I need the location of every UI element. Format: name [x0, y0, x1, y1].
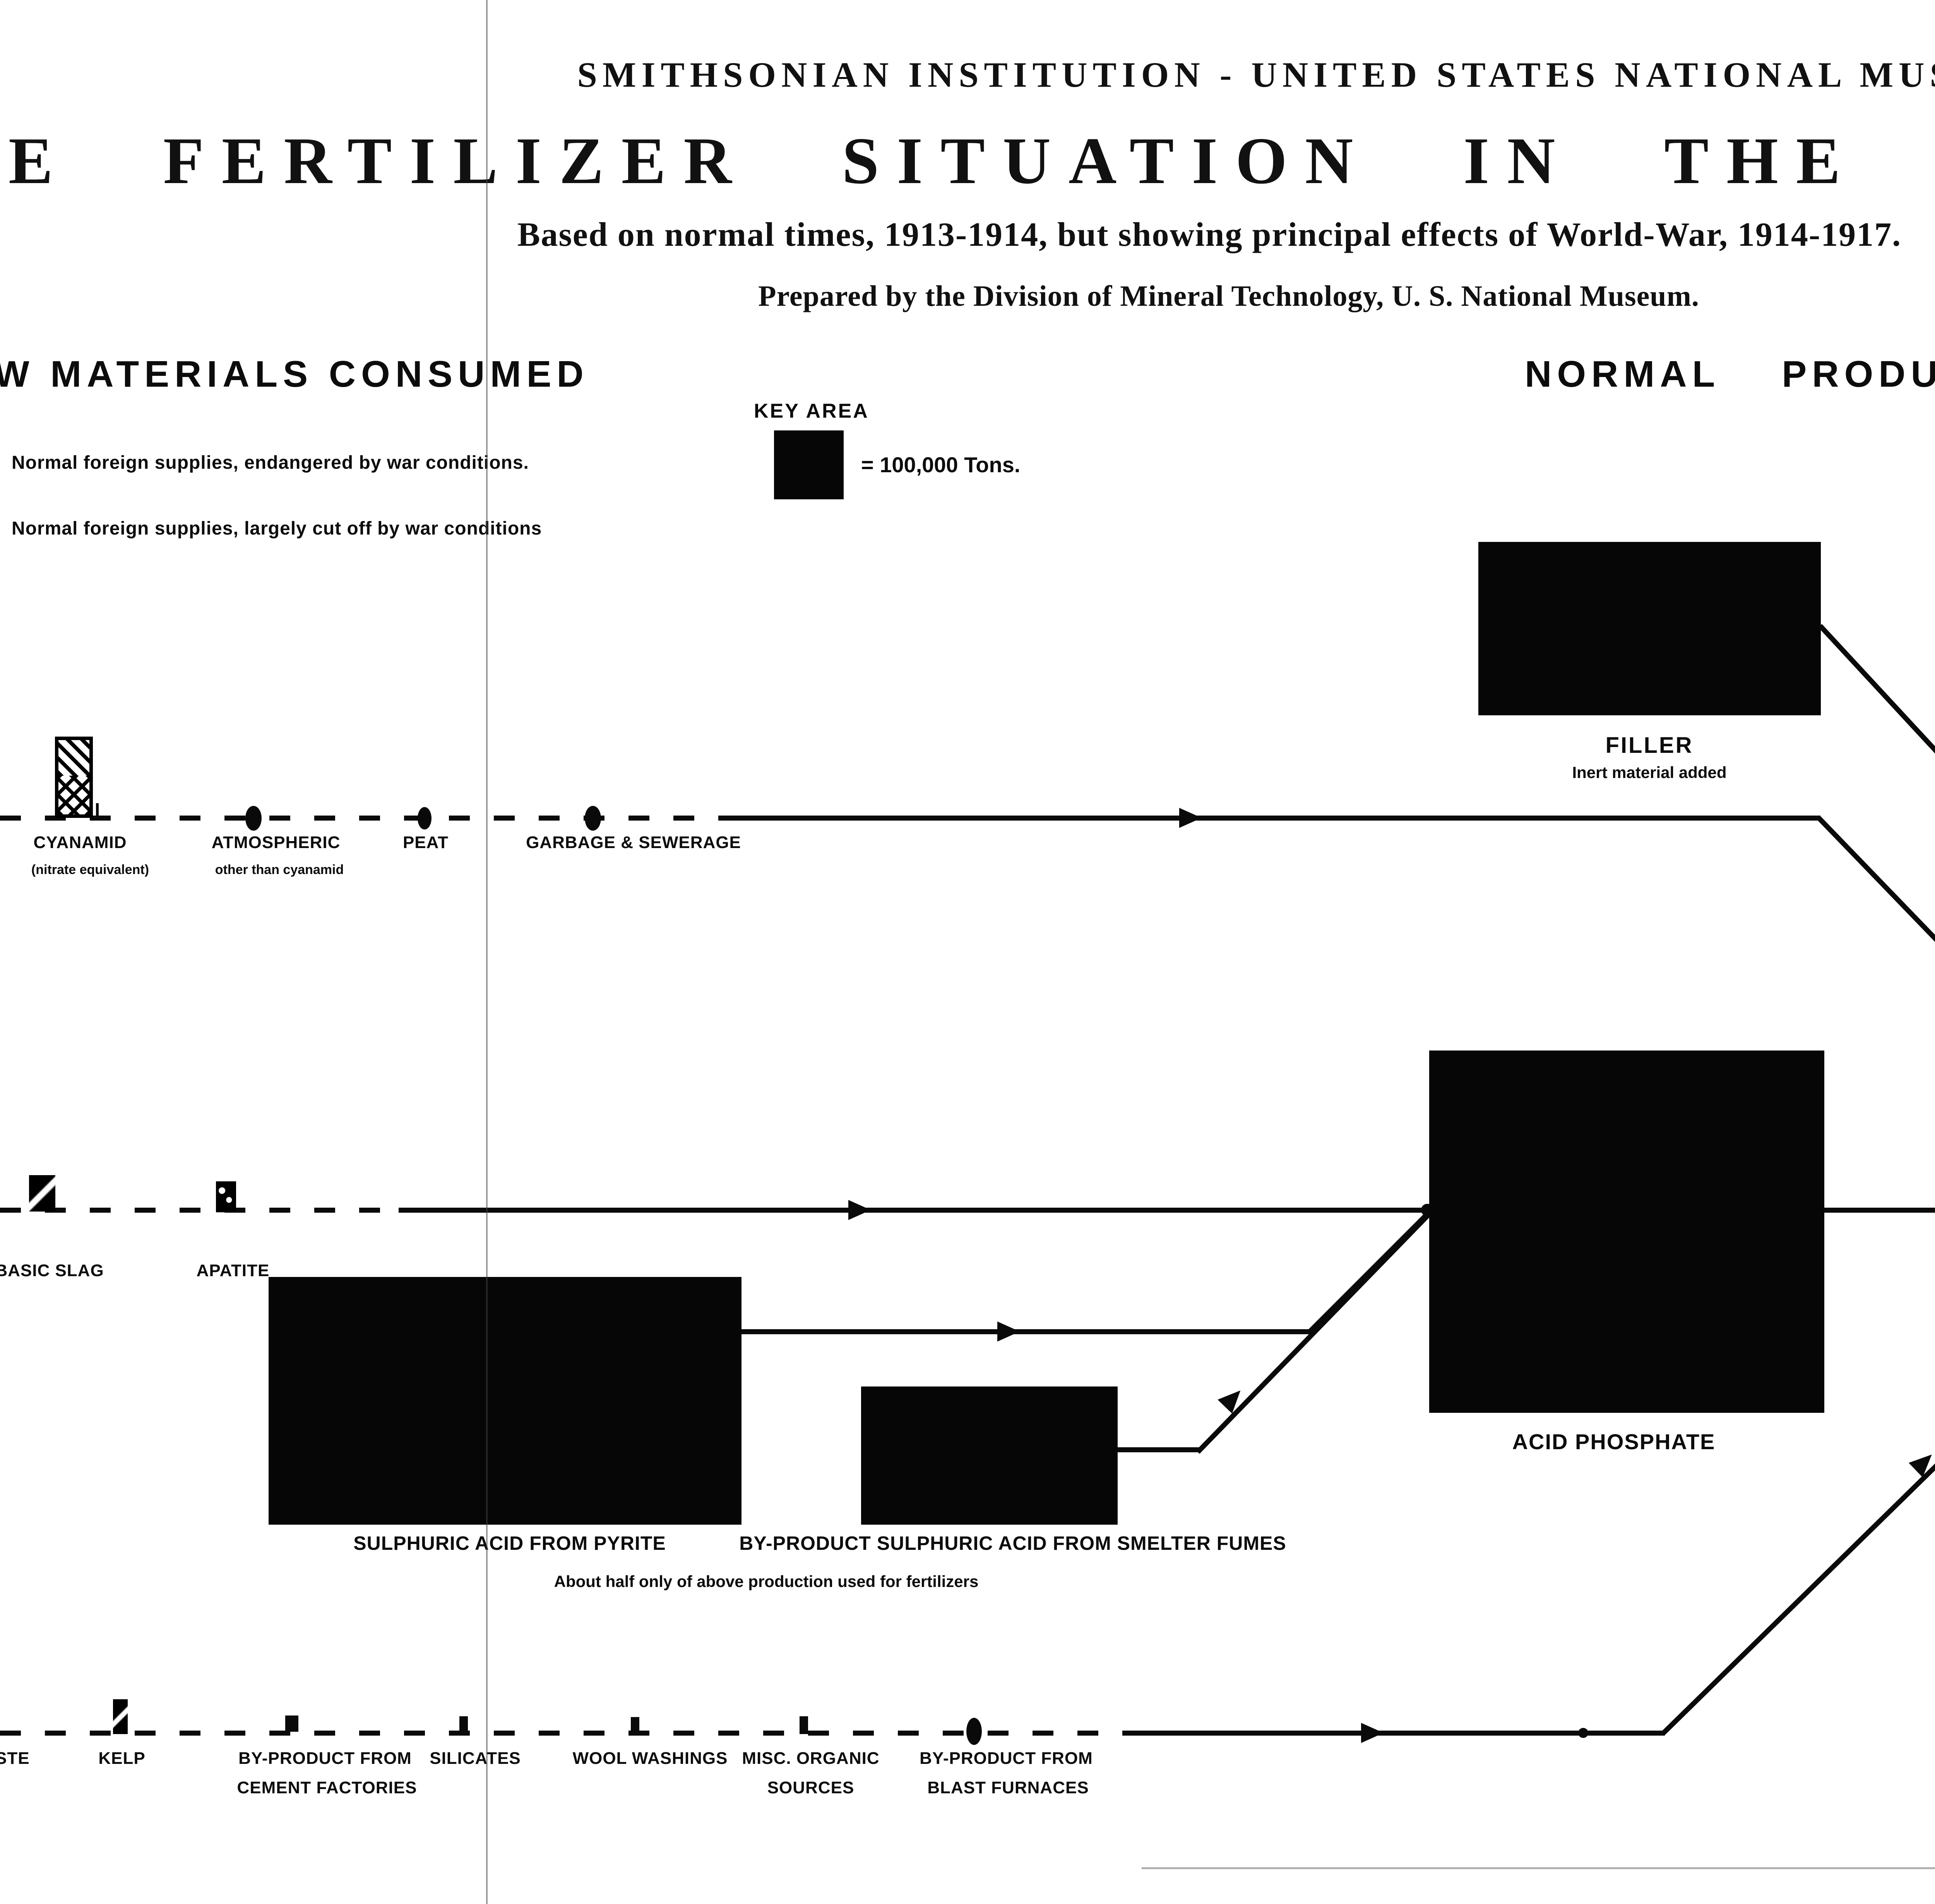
basic-slag-marker	[29, 1175, 55, 1212]
cyanamid-hatched-bar	[55, 737, 93, 818]
kelp-label: KELP	[98, 1749, 146, 1768]
potash-line-solid	[1142, 1731, 1665, 1736]
smelter-acid-label: BY-PRODUCT SULPHURIC ACID FROM SMELTER F…	[739, 1532, 1286, 1554]
heading-raw-materials: W MATERIALS CONSUMED	[0, 353, 589, 395]
cement-label-line1: BY-PRODUCT FROM	[238, 1749, 412, 1768]
silicates-marker	[459, 1716, 468, 1734]
atmospheric-dot	[245, 806, 262, 831]
pyrite-acid-box	[269, 1277, 741, 1525]
pyrite-feeder-line	[741, 1329, 1312, 1334]
key-area-value: = 100,000 Tons.	[861, 452, 1021, 477]
garbage-sewerage-dot	[585, 806, 601, 831]
filler-diagonal-line	[1818, 624, 1935, 1036]
blast-furnace-label-line1: BY-PRODUCT FROM	[920, 1749, 1093, 1768]
smelter-feeder-line	[1118, 1447, 1200, 1452]
misc-organic-marker	[800, 1716, 808, 1734]
phosphate-line-arrow	[848, 1200, 871, 1220]
acid-phosphate-box	[1429, 1051, 1824, 1413]
garbage-sewerage-label: GARBAGE & SEWERAGE	[526, 833, 741, 852]
pyrite-acid-label: SULPHURIC ACID FROM PYRITE	[353, 1532, 666, 1554]
prepared-by-line: Prepared by the Division of Mineral Tech…	[758, 280, 1699, 312]
half-production-note: About half only of above production used…	[554, 1572, 979, 1590]
cyanamid-sublabel: (nitrate equivalent)	[31, 862, 149, 877]
kelp-marker	[113, 1699, 128, 1734]
nitrogen-line-solid	[728, 816, 1820, 821]
atmospheric-sublabel: other than cyanamid	[215, 862, 344, 877]
waste-label: STE	[0, 1749, 30, 1768]
nitrogen-line-arrow	[1179, 808, 1202, 828]
potash-line-arrow	[1361, 1723, 1384, 1743]
legend-cut-off: Normal foreign supplies, largely cut off…	[12, 518, 542, 539]
silicates-label: SILICATES	[430, 1749, 521, 1768]
potash-line-dashed	[0, 1731, 1142, 1736]
acid-phosphate-label: ACID PHOSPHATE	[1512, 1429, 1716, 1454]
wool-washings-marker	[631, 1717, 639, 1734]
basic-slag-label: BASIC SLAG	[0, 1261, 104, 1280]
pencil-line-vertical	[486, 0, 488, 1904]
phosphate-line-dashed	[0, 1208, 399, 1213]
blast-furnace-label-line2: BLAST FURNACES	[927, 1778, 1089, 1797]
smelter-acid-box	[861, 1386, 1118, 1525]
misc-organic-label-line2: SOURCES	[767, 1778, 854, 1797]
filler-box	[1478, 542, 1821, 715]
institution-line: SMITHSONIAN INSTITUTION - UNITED STATES …	[577, 55, 1935, 94]
pyrite-feeder-arrow	[997, 1321, 1020, 1342]
potash-line-dot	[1578, 1728, 1588, 1738]
apatite-marker	[216, 1181, 236, 1212]
blast-furnace-dot	[966, 1718, 982, 1745]
peat-dot	[418, 807, 432, 829]
phosphate-line-solid	[399, 1208, 1431, 1213]
filler-sublabel: Inert material added	[1572, 763, 1727, 781]
nitrogen-diagonal-line	[1817, 816, 1935, 1213]
key-area-swatch	[774, 430, 844, 499]
filler-label: FILLER	[1605, 733, 1694, 758]
cyanamid-tick	[96, 803, 99, 820]
key-area-title: KEY AREA	[754, 400, 869, 422]
page-title: E FERTILIZER SITUATION IN THE UNITED STA…	[9, 124, 1935, 198]
cyanamid-bar-diagonal-hatch	[58, 740, 89, 779]
pencil-line-horizontal	[1142, 1867, 1935, 1869]
subtitle: Based on normal times, 1913-1914, but sh…	[517, 216, 1902, 254]
nitrogen-line-dashed	[0, 816, 728, 821]
cyanamid-label: CYANAMID	[33, 833, 127, 852]
atmospheric-label: ATMOSPHERIC	[211, 833, 341, 852]
cement-label-line2: CEMENT FACTORIES	[237, 1778, 417, 1797]
legend-endangered: Normal foreign supplies, endangered by w…	[12, 452, 529, 473]
acid-phosphate-exit-line	[1824, 1208, 1935, 1213]
peat-label: PEAT	[402, 833, 449, 852]
cement-marker	[285, 1715, 298, 1732]
wool-washings-label: WOOL WASHINGS	[572, 1749, 728, 1768]
apatite-label: APATITE	[196, 1261, 270, 1280]
smelter-feeder-arrow	[1218, 1383, 1248, 1414]
cyanamid-bar-cross-hatch	[58, 776, 89, 814]
misc-organic-label-line1: MISC. ORGANIC	[742, 1749, 880, 1768]
